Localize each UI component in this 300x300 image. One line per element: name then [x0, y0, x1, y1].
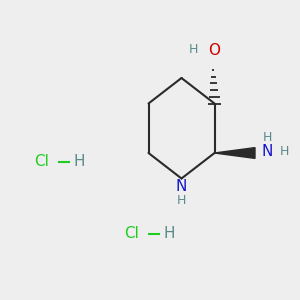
Text: H: H: [279, 145, 289, 158]
Text: H: H: [163, 226, 175, 242]
Text: H: H: [177, 194, 186, 207]
Text: H: H: [73, 154, 85, 169]
Text: Cl: Cl: [34, 154, 50, 169]
Polygon shape: [214, 148, 255, 158]
Text: Cl: Cl: [124, 226, 140, 242]
Text: H: H: [189, 44, 198, 56]
Text: H: H: [263, 130, 272, 144]
Text: N: N: [176, 179, 187, 194]
Text: N: N: [262, 144, 273, 159]
Text: O: O: [208, 43, 220, 58]
